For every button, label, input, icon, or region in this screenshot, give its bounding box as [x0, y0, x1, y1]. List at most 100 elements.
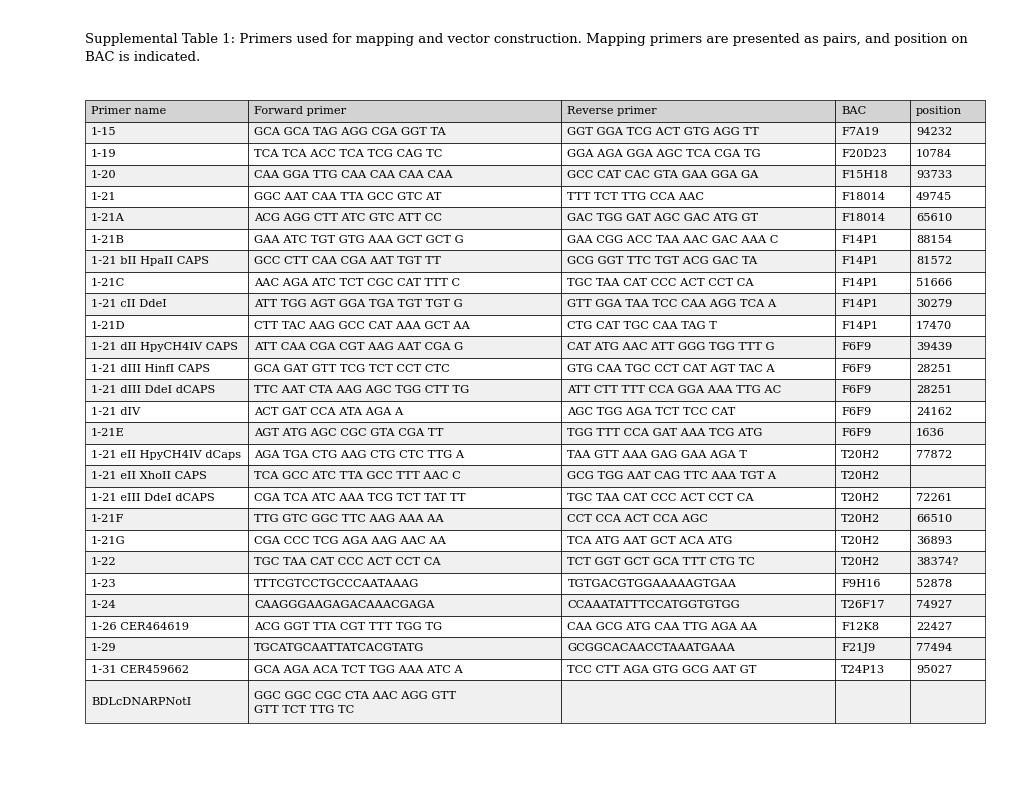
Text: F18014: F18014 — [841, 214, 884, 223]
Bar — [909, 422, 984, 444]
Text: 1-21F: 1-21F — [91, 515, 124, 524]
Bar — [909, 358, 984, 380]
Text: GCA GCA TAG AGG CGA GGT TA: GCA GCA TAG AGG CGA GGT TA — [254, 127, 445, 137]
Text: F12K8: F12K8 — [841, 622, 878, 632]
Bar — [248, 293, 560, 315]
Text: GCC CTT CAA CGA AAT TGT TT: GCC CTT CAA CGA AAT TGT TT — [254, 256, 440, 266]
Text: TGC TAA CAT CCC ACT CCT CA: TGC TAA CAT CCC ACT CCT CA — [567, 492, 753, 503]
Text: 1-21C: 1-21C — [91, 277, 125, 288]
Text: F21J9: F21J9 — [841, 643, 874, 653]
Bar — [909, 272, 984, 293]
Text: 66510: 66510 — [915, 515, 952, 524]
Text: GAA ATC TGT GTG AAA GCT GCT G: GAA ATC TGT GTG AAA GCT GCT G — [254, 235, 464, 245]
Bar — [909, 229, 984, 251]
Bar — [85, 315, 248, 336]
Text: BDLcDNARPNotI: BDLcDNARPNotI — [91, 697, 192, 707]
Text: 93733: 93733 — [915, 170, 952, 180]
Text: CCAAATATTTCCATGGTGTGG: CCAAATATTTCCATGGTGTGG — [567, 600, 740, 610]
Text: AGC TGG AGA TCT TCC CAT: AGC TGG AGA TCT TCC CAT — [567, 407, 735, 417]
Text: T24P13: T24P13 — [841, 665, 884, 675]
Text: BAC: BAC — [841, 106, 865, 116]
Text: TTG GTC GGC TTC AAG AAA AA: TTG GTC GGC TTC AAG AAA AA — [254, 515, 443, 524]
Text: 65610: 65610 — [915, 214, 952, 223]
Text: 1-21 dIV: 1-21 dIV — [91, 407, 141, 417]
Text: GAA CGG ACC TAA AAC GAC AAA C: GAA CGG ACC TAA AAC GAC AAA C — [567, 235, 779, 245]
Text: 72261: 72261 — [915, 492, 952, 503]
Text: F6F9: F6F9 — [841, 385, 870, 396]
Text: GCG TGG AAT CAG TTC AAA TGT A: GCG TGG AAT CAG TTC AAA TGT A — [567, 471, 775, 481]
Bar — [560, 594, 835, 616]
Text: Supplemental Table 1: Primers used for mapping and vector construction. Mapping : Supplemental Table 1: Primers used for m… — [85, 33, 967, 46]
Bar — [560, 508, 835, 530]
Bar — [909, 573, 984, 594]
Text: 1-29: 1-29 — [91, 643, 116, 653]
Text: GTG CAA TGC CCT CAT AGT TAC A: GTG CAA TGC CCT CAT AGT TAC A — [567, 364, 774, 374]
Text: 28251: 28251 — [915, 364, 952, 374]
Bar — [835, 466, 909, 487]
Text: F14P1: F14P1 — [841, 235, 877, 245]
Text: GGT GGA TCG ACT GTG AGG TT: GGT GGA TCG ACT GTG AGG TT — [567, 127, 758, 137]
Text: 77872: 77872 — [915, 450, 952, 459]
Text: 1-21: 1-21 — [91, 191, 116, 202]
Text: GCA AGA ACA TCT TGG AAA ATC A: GCA AGA ACA TCT TGG AAA ATC A — [254, 665, 463, 675]
Text: ACT GAT CCA ATA AGA A: ACT GAT CCA ATA AGA A — [254, 407, 404, 417]
Text: CGA TCA ATC AAA TCG TCT TAT TT: CGA TCA ATC AAA TCG TCT TAT TT — [254, 492, 466, 503]
Bar — [835, 637, 909, 659]
Bar — [85, 552, 248, 573]
Bar — [835, 508, 909, 530]
Bar — [835, 336, 909, 358]
Text: GAC TGG GAT AGC GAC ATG GT: GAC TGG GAT AGC GAC ATG GT — [567, 214, 758, 223]
Text: T20H2: T20H2 — [841, 536, 879, 546]
Bar — [909, 100, 984, 121]
Text: GCC CAT CAC GTA GAA GGA GA: GCC CAT CAC GTA GAA GGA GA — [567, 170, 758, 180]
Bar — [909, 207, 984, 229]
Text: TGTGACGTGGAAAAAGTGAA: TGTGACGTGGAAAAAGTGAA — [567, 578, 736, 589]
Bar — [248, 616, 560, 637]
Text: 1-23: 1-23 — [91, 578, 116, 589]
Bar — [835, 186, 909, 207]
Bar — [85, 530, 248, 552]
Bar — [835, 207, 909, 229]
Text: 1-31 CER459662: 1-31 CER459662 — [91, 665, 189, 675]
Bar — [909, 401, 984, 422]
Text: AGT ATG AGC CGC GTA CGA TT: AGT ATG AGC CGC GTA CGA TT — [254, 428, 443, 438]
Text: T20H2: T20H2 — [841, 471, 879, 481]
Text: Primer name: Primer name — [91, 106, 166, 116]
Text: 36893: 36893 — [915, 536, 952, 546]
Bar — [909, 315, 984, 336]
Text: F14P1: F14P1 — [841, 277, 877, 288]
Bar — [85, 186, 248, 207]
Text: F14P1: F14P1 — [841, 321, 877, 331]
Bar — [835, 659, 909, 681]
Bar — [909, 466, 984, 487]
Text: T20H2: T20H2 — [841, 450, 879, 459]
Bar — [560, 530, 835, 552]
Bar — [85, 466, 248, 487]
Bar — [85, 594, 248, 616]
Bar — [835, 422, 909, 444]
Bar — [85, 229, 248, 251]
Bar — [85, 251, 248, 272]
Bar — [909, 336, 984, 358]
Text: ATT CAA CGA CGT AAG AAT CGA G: ATT CAA CGA CGT AAG AAT CGA G — [254, 342, 463, 352]
Text: TGC TAA CAT CCC ACT CCT CA: TGC TAA CAT CCC ACT CCT CA — [567, 277, 753, 288]
Bar — [560, 229, 835, 251]
Bar — [248, 401, 560, 422]
Bar — [248, 637, 560, 659]
Bar — [835, 380, 909, 401]
Text: T26F17: T26F17 — [841, 600, 884, 610]
Bar — [248, 508, 560, 530]
Text: 95027: 95027 — [915, 665, 952, 675]
Bar — [560, 207, 835, 229]
Bar — [248, 229, 560, 251]
Bar — [248, 336, 560, 358]
Text: TCC CTT AGA GTG GCG AAT GT: TCC CTT AGA GTG GCG AAT GT — [567, 665, 756, 675]
Bar — [835, 401, 909, 422]
Text: Forward primer: Forward primer — [254, 106, 346, 116]
Bar — [909, 293, 984, 315]
Bar — [835, 594, 909, 616]
Text: 1-21 dIII DdeI dCAPS: 1-21 dIII DdeI dCAPS — [91, 385, 215, 396]
Text: TCA ATG AAT GCT ACA ATG: TCA ATG AAT GCT ACA ATG — [567, 536, 732, 546]
Text: 24162: 24162 — [915, 407, 952, 417]
Bar — [248, 487, 560, 508]
